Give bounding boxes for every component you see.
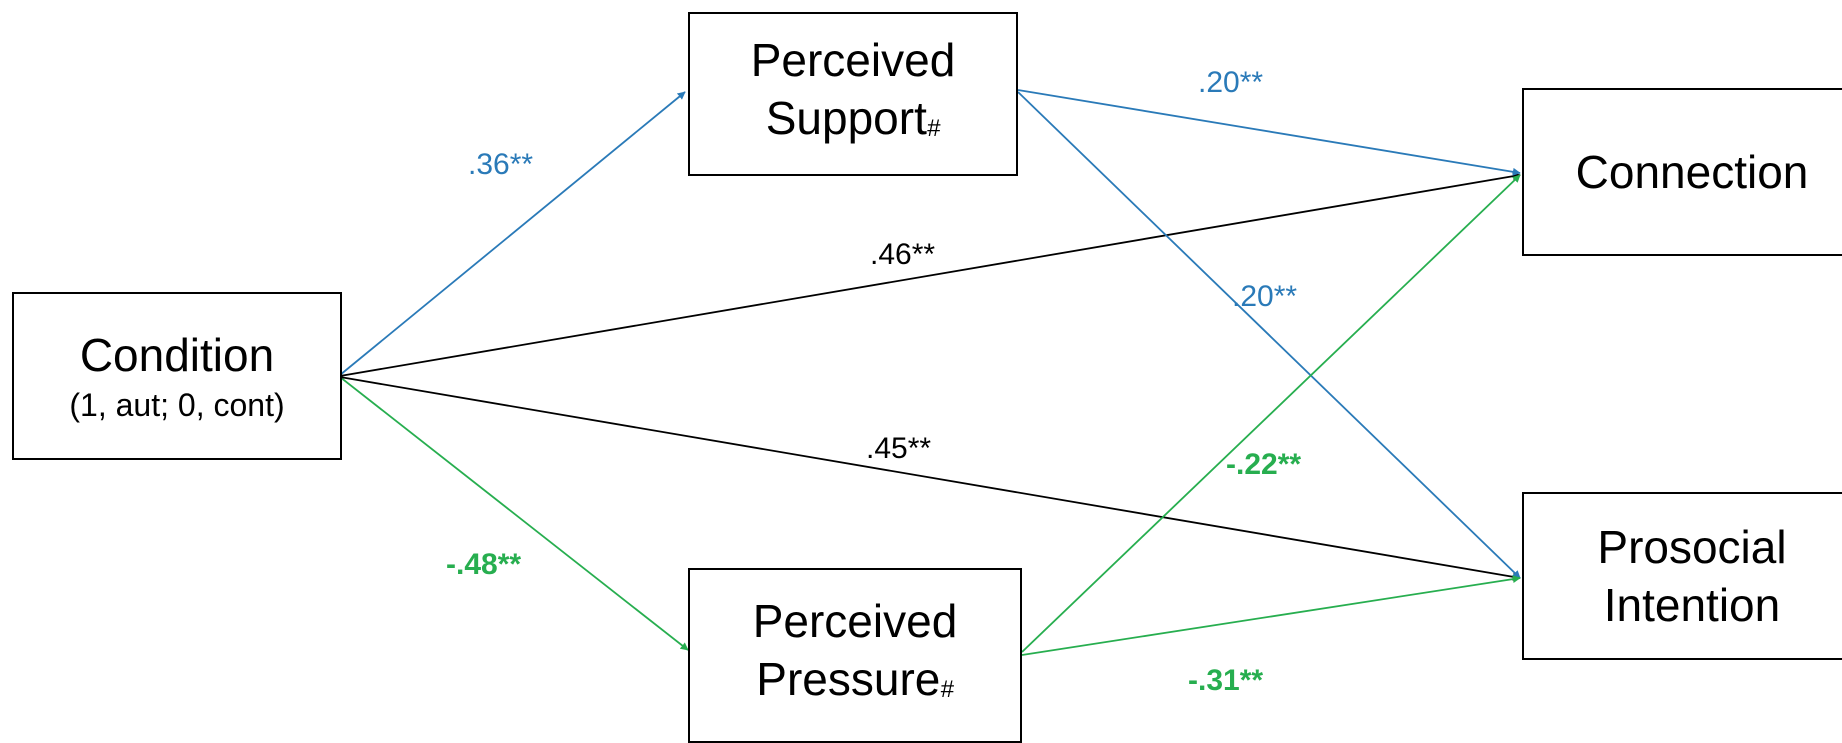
coef-condition-connection: .46** bbox=[870, 238, 936, 271]
support-line2-wrap: Support# bbox=[766, 89, 940, 158]
pressure-line2-wrap: Pressure# bbox=[756, 650, 953, 719]
arrow-support-prosocial bbox=[1017, 91, 1521, 579]
node-condition: Condition (1, aut; 0, cont) bbox=[12, 292, 342, 460]
arrow-condition-prosocial bbox=[339, 376, 1521, 581]
pressure-line2: Pressure bbox=[756, 653, 941, 705]
arrow-condition-connection bbox=[339, 172, 1521, 377]
coef-condition-pressure: -.48** bbox=[446, 548, 522, 581]
connection-title: Connection bbox=[1575, 146, 1809, 198]
node-connection: Connection bbox=[1522, 88, 1842, 256]
prosocial-line1: Prosocial bbox=[1597, 521, 1787, 573]
support-mark: # bbox=[926, 114, 941, 142]
pressure-mark: # bbox=[940, 676, 954, 703]
prosocial-line2: Intention bbox=[1603, 579, 1781, 631]
coef-support-prosocial: .20** bbox=[1232, 280, 1298, 313]
node-perceived-pressure: Perceived Pressure# bbox=[688, 568, 1022, 743]
arrow-support-connection bbox=[1017, 89, 1521, 176]
coef-pressure-connection: -.22** bbox=[1226, 448, 1302, 481]
arrow-pressure-connection bbox=[1021, 174, 1521, 653]
support-line2: Support bbox=[765, 91, 927, 144]
pressure-line1: Perceived bbox=[752, 595, 958, 647]
coef-pressure-prosocial: -.31** bbox=[1188, 664, 1264, 697]
support-line1: Perceived bbox=[750, 33, 956, 86]
node-perceived-support: Perceived Support# bbox=[688, 12, 1018, 176]
arrow-pressure-prosocial bbox=[1021, 575, 1521, 656]
coef-support-connection: .20** bbox=[1198, 66, 1264, 99]
coef-condition-prosocial: .45** bbox=[866, 432, 932, 465]
condition-title: Condition bbox=[79, 329, 275, 381]
coef-condition-support: .36** bbox=[468, 148, 534, 181]
condition-coding: (1, aut; 0, cont) bbox=[69, 387, 285, 423]
node-prosocial-intention: Prosocial Intention bbox=[1522, 492, 1842, 660]
arrow-condition-support bbox=[339, 91, 686, 376]
arrow-condition-pressure bbox=[339, 376, 689, 651]
